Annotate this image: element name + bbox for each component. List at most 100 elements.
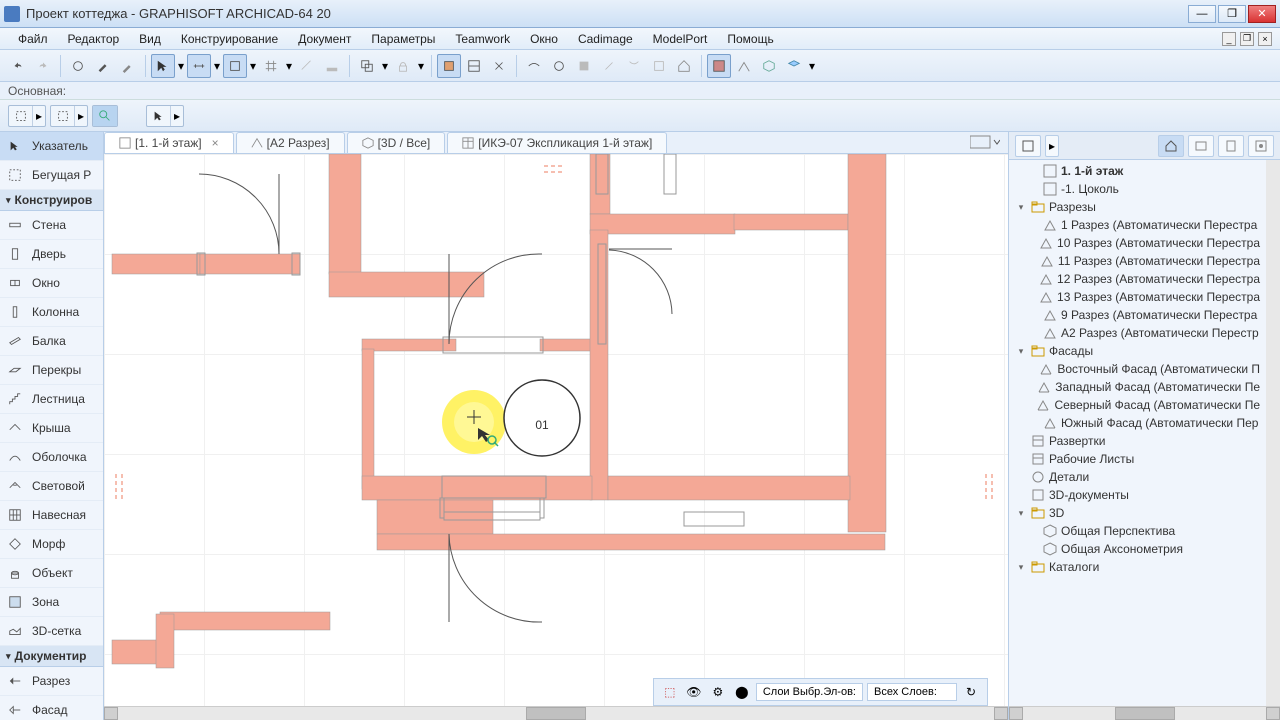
tab-close-icon[interactable]: × — [212, 136, 219, 150]
tree-item[interactable]: 3D-документы — [1011, 486, 1264, 504]
sel-mode-1-arrow[interactable]: ▸ — [33, 106, 45, 126]
doc-minimize[interactable]: _ — [1222, 32, 1236, 46]
tree-item[interactable]: Общая Перспектива — [1011, 522, 1264, 540]
nav-tab-project[interactable] — [1158, 135, 1184, 157]
bb-filter-icon[interactable]: ⚙ — [708, 682, 728, 702]
menu-modelport[interactable]: ModelPort — [643, 29, 718, 49]
nav-scroll-h[interactable] — [1009, 706, 1280, 720]
ruler-button[interactable] — [295, 54, 319, 78]
tool-wall[interactable]: Стена — [0, 211, 103, 240]
cube-dropdown[interactable]: ▾ — [807, 54, 817, 78]
bb-person-icon[interactable]: ⬤ — [732, 682, 752, 702]
tree-item[interactable]: 12 Разрез (Автоматически Перестра — [1011, 270, 1264, 288]
close-button[interactable]: ✕ — [1248, 5, 1276, 23]
lock-button[interactable] — [391, 54, 415, 78]
tool-mesh[interactable]: 3D-сетка — [0, 617, 103, 646]
tool-beam[interactable]: Балка — [0, 327, 103, 356]
tree-item[interactable]: ▾Каталоги — [1011, 558, 1264, 576]
tool-door[interactable]: Дверь — [0, 240, 103, 269]
measure-button[interactable] — [522, 54, 546, 78]
cursor-snap-button[interactable] — [151, 54, 175, 78]
tab-3d[interactable]: [3D / Все] — [347, 132, 446, 153]
pick-button[interactable] — [66, 54, 90, 78]
tree-item[interactable]: ▾Разрезы — [1011, 198, 1264, 216]
nav-popup-button[interactable] — [1015, 135, 1041, 157]
nav-scroll-v[interactable] — [1266, 160, 1280, 706]
tab-schedule[interactable]: [ИКЭ-07 Экспликация 1-й этаж] — [447, 132, 667, 153]
nav-tab-view[interactable] — [1188, 135, 1214, 157]
menu-view[interactable]: Вид — [129, 29, 171, 49]
tree-item[interactable]: 10 Разрез (Автоматически Перестра — [1011, 234, 1264, 252]
resize-button[interactable] — [597, 54, 621, 78]
tree-item[interactable]: Восточный Фасад (Автоматически П — [1011, 360, 1264, 378]
tree-item[interactable]: A2 Разрез (Автоматически Перестр — [1011, 324, 1264, 342]
tab-section[interactable]: [A2 Разрез] — [236, 132, 345, 153]
align-button[interactable] — [647, 54, 671, 78]
snap-guides-dropdown[interactable]: ▾ — [248, 54, 258, 78]
tool-stair[interactable]: Лестница — [0, 385, 103, 414]
tree-item[interactable]: -1. Цоколь — [1011, 180, 1264, 198]
nav-popup-arrow[interactable]: ▸ — [1045, 135, 1059, 157]
arrow-tool-next[interactable]: ▸ — [171, 106, 183, 126]
home-button[interactable] — [672, 54, 696, 78]
cube-button[interactable] — [782, 54, 806, 78]
snap-guides-button[interactable] — [223, 54, 247, 78]
tool-window[interactable]: Окно — [0, 269, 103, 298]
tree-item[interactable]: Развертки — [1011, 432, 1264, 450]
show3d-button[interactable] — [757, 54, 781, 78]
doc-close[interactable]: × — [1258, 32, 1272, 46]
offset-button[interactable] — [622, 54, 646, 78]
tool-section[interactable]: Разрез — [0, 667, 103, 696]
tool-zone[interactable]: Зона — [0, 588, 103, 617]
layers-dropdown[interactable]: ▾ — [380, 54, 390, 78]
trace-ref-button[interactable] — [462, 54, 486, 78]
grid-snap-button[interactable] — [259, 54, 283, 78]
gravity-button[interactable] — [320, 54, 344, 78]
tool-header-design[interactable]: Конструиров — [0, 190, 103, 211]
tool-morph[interactable]: Морф — [0, 530, 103, 559]
tool-roof[interactable]: Крыша — [0, 414, 103, 443]
minimize-button[interactable]: — — [1188, 5, 1216, 23]
menu-help[interactable]: Помощь — [717, 29, 783, 49]
canvas[interactable]: 01 ⬚ 👁 ⚙ ⬤ Слои Выбр.Эл-ов: Всех Слоев: — [104, 154, 1008, 706]
renovation2-button[interactable] — [732, 54, 756, 78]
menu-file[interactable]: Файл — [8, 29, 58, 49]
grid-snap-dropdown[interactable]: ▾ — [284, 54, 294, 78]
guideline-button[interactable] — [187, 54, 211, 78]
menu-design[interactable]: Конструирование — [171, 29, 288, 49]
sel-mode-2-arrow[interactable]: ▸ — [75, 106, 87, 126]
sel-mode-2[interactable] — [51, 106, 75, 126]
tab-floorplan[interactable]: [1. 1-й этаж] × — [104, 132, 234, 153]
scroll-right-icon[interactable] — [994, 707, 1008, 720]
tree-item[interactable]: Общая Аксонометрия — [1011, 540, 1264, 558]
lock-dropdown[interactable]: ▾ — [416, 54, 426, 78]
tool-curtainwall[interactable]: Навесная — [0, 501, 103, 530]
tree-item[interactable]: ▾3D — [1011, 504, 1264, 522]
bb-eye-icon[interactable]: 👁 — [684, 682, 704, 702]
element-info-button[interactable] — [547, 54, 571, 78]
tree-item[interactable]: ▾Фасады — [1011, 342, 1264, 360]
eyedropper-button[interactable] — [116, 54, 140, 78]
tree-item[interactable]: 9 Разрез (Автоматически Перестра — [1011, 306, 1264, 324]
tree-item[interactable]: Западный Фасад (Автоматически Пе — [1011, 378, 1264, 396]
doc-restore[interactable]: ❐ — [1240, 32, 1254, 46]
expand-icon[interactable]: ▾ — [1015, 562, 1027, 573]
trace-button[interactable] — [437, 54, 461, 78]
layers-button[interactable] — [355, 54, 379, 78]
menu-editor[interactable]: Редактор — [58, 29, 130, 49]
view-dropdown[interactable] — [962, 134, 1008, 153]
bb-layers-icon[interactable]: ⬚ — [660, 682, 680, 702]
tree-item[interactable]: Северный Фасад (Автоматически Пе — [1011, 396, 1264, 414]
nav-scroll-left[interactable] — [1009, 707, 1023, 720]
renovation-button[interactable] — [707, 54, 731, 78]
tool-pointer[interactable]: Указатель — [0, 132, 103, 161]
tree-item[interactable]: Рабочие Листы — [1011, 450, 1264, 468]
nav-tab-layout[interactable] — [1218, 135, 1244, 157]
tree-item[interactable]: 11 Разрез (Автоматически Перестра — [1011, 252, 1264, 270]
tree-item[interactable]: 13 Разрез (Автоматически Перестра — [1011, 288, 1264, 306]
suspend-button[interactable] — [487, 54, 511, 78]
guideline-dropdown[interactable]: ▾ — [212, 54, 222, 78]
inject-button[interactable] — [91, 54, 115, 78]
bb-field-2[interactable]: Всех Слоев: — [867, 683, 957, 701]
menu-window[interactable]: Окно — [520, 29, 568, 49]
